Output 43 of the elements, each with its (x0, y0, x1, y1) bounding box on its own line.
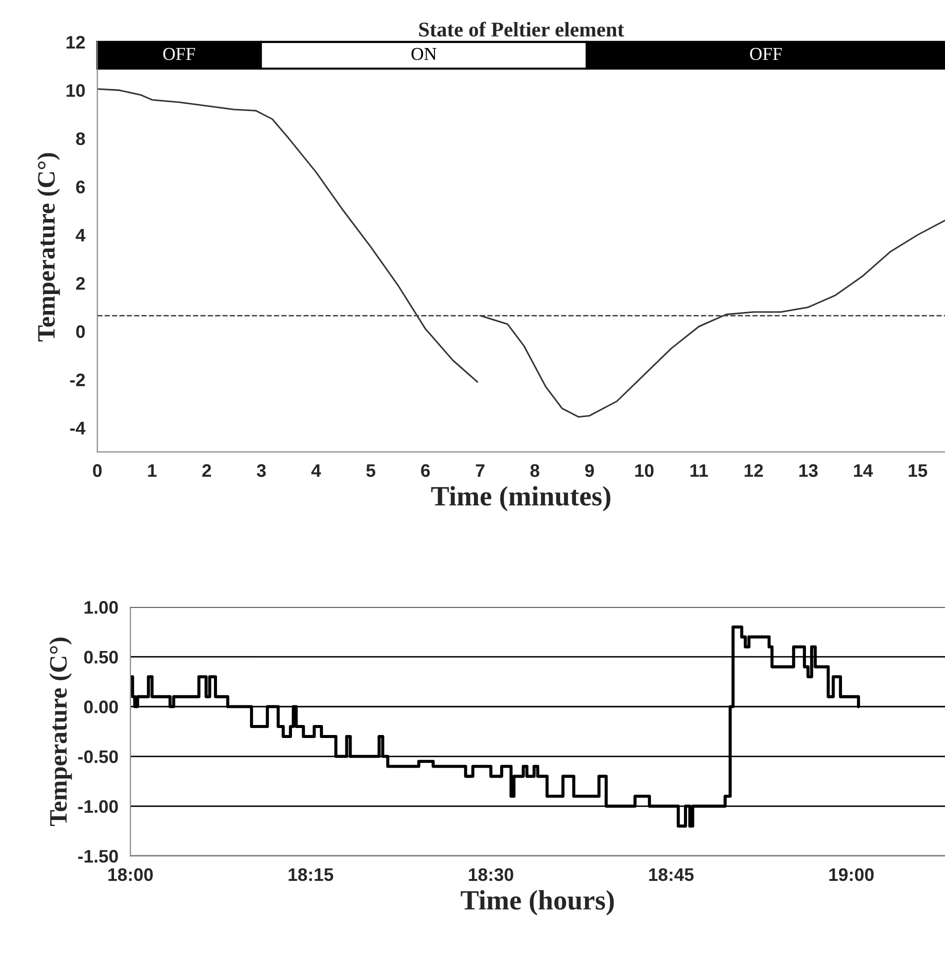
y-tick-label: 0 (76, 325, 85, 338)
chart-title: State of Peltier element (419, 22, 624, 37)
x-tick-label: 10 (635, 464, 654, 477)
x-axis-title: Time (minutes) (431, 486, 610, 512)
band-label: OFF (163, 48, 196, 60)
x-tick-label: 11 (690, 464, 708, 477)
y-tick-label: 2 (76, 277, 85, 290)
x-tick-label: 12 (744, 464, 763, 477)
x-tick-label: 18:15 (288, 868, 334, 882)
x-tick-label: 18:30 (468, 868, 514, 882)
x-tick-label: 5 (366, 464, 376, 477)
x-axis-title: Time (hours) (460, 890, 614, 916)
y-tick-label: -1.00 (78, 800, 118, 813)
x-tick-label: 19:00 (829, 868, 874, 882)
x-tick-label: 1 (148, 464, 157, 477)
y-tick-label: 0.00 (84, 700, 118, 714)
y-tick-label: 8 (76, 132, 85, 146)
y-tick-label: 0.50 (84, 650, 118, 664)
x-tick-label: 18:45 (649, 868, 694, 882)
band-label: OFF (750, 48, 782, 60)
y-axis-title: Temperature (C°) (37, 153, 60, 342)
x-tick-label: 9 (585, 464, 594, 477)
x-tick-label: 13 (799, 464, 818, 477)
x-tick-label: 4 (311, 464, 322, 477)
y-tick-label: 12 (66, 36, 85, 49)
x-tick-label: 3 (256, 464, 266, 477)
y-tick-label: -2 (70, 373, 85, 386)
y-tick-label: 10 (66, 84, 85, 97)
x-tick-label: 8 (530, 464, 540, 477)
y-tick-label: -0.50 (78, 750, 118, 764)
x-tick-label: 7 (476, 464, 484, 477)
y-tick-label: 4 (76, 228, 86, 242)
y-tick-label: 1.00 (84, 601, 118, 614)
band-label: ON (412, 48, 436, 60)
x-tick-label: 15 (908, 464, 928, 477)
x-tick-label: 14 (854, 464, 873, 477)
x-tick-label: 18:00 (108, 868, 153, 882)
x-tick-label: 2 (202, 464, 212, 477)
y-axis-title: Temperature (C°) (49, 638, 72, 826)
x-tick-label: 6 (421, 464, 430, 477)
y-tick-label: -4 (70, 422, 86, 434)
y-tick-label: -1.50 (78, 850, 118, 863)
y-tick-label: 6 (76, 180, 85, 194)
